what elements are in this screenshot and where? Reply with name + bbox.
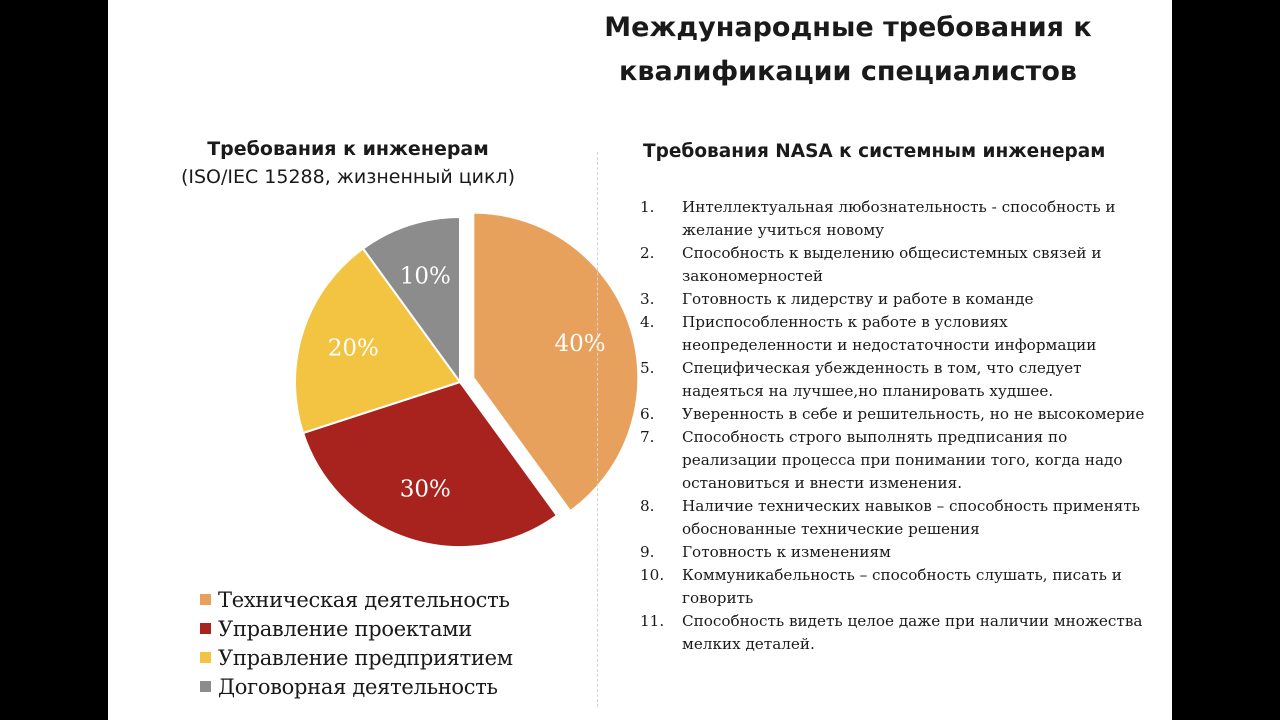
slide: Международные требования к квалификации … [108, 0, 1172, 720]
legend-item: Договорная деятельность [200, 672, 513, 701]
requirement-text: Способность к выделению общесистемных св… [682, 244, 1102, 285]
legend-label: Техническая деятельность [218, 587, 510, 612]
requirement-text: Готовность к изменениям [682, 543, 891, 561]
requirement-number: 5. [640, 359, 655, 377]
pie-slice [361, 215, 461, 386]
requirement-item: 1. Интеллектуальная любознательность - сп… [640, 196, 1150, 242]
requirement-number: 11. [640, 612, 665, 630]
requirement-item: 10. Коммуникабельность – способность слуш… [640, 564, 1150, 610]
requirement-number: 8. [640, 497, 655, 515]
legend-swatch [200, 594, 211, 605]
requirement-item: 4. Приспособленность к работе в условиях … [640, 311, 1150, 357]
chart-legend: Техническая деятельность Управление проек… [200, 585, 513, 701]
requirement-text: Приспособленность к работе в условиях не… [682, 313, 1097, 354]
requirement-item: 7. Способность строго выполнять предписан… [640, 426, 1150, 495]
requirement-item: 6. Уверенность в себе и решительность, но… [640, 403, 1150, 426]
requirement-number: 10. [640, 566, 665, 584]
legend-label: Управление проектами [218, 616, 472, 641]
requirement-item: 11. Способность видеть целое даже при нал… [640, 610, 1150, 656]
pie-slice [301, 380, 559, 548]
requirement-number: 2. [640, 244, 655, 262]
legend-swatch [200, 623, 211, 634]
legend-item: Управление проектами [200, 614, 513, 643]
requirement-text: Способность видеть целое даже при наличи… [682, 612, 1143, 653]
requirement-text: Коммуникабельность – способность слушать… [682, 566, 1122, 607]
requirement-number: 3. [640, 290, 655, 308]
legend-item: Техническая деятельность [200, 585, 513, 614]
pie-slice [294, 247, 462, 435]
requirement-text: Наличие технических навыков – способност… [682, 497, 1141, 538]
requirement-text: Готовность к лидерству и работе в команд… [682, 290, 1034, 308]
pie-slice-label: 30% [400, 477, 451, 503]
pie-slice-label: 10% [400, 263, 451, 289]
requirement-text: Уверенность в себе и решительность, но н… [682, 405, 1145, 423]
nasa-heading: Требования NASA к системным инженерам [643, 141, 1106, 162]
slide-title: Международные требования к квалификации … [604, 12, 1092, 87]
chart-subtitle: (ISO/IEC 15288, жизненный цикл) [180, 166, 516, 188]
requirement-item: 8. Наличие технических навыков – способно… [640, 495, 1150, 541]
legend-swatch [200, 681, 211, 692]
requirement-text: Способность строго выполнять предписания… [682, 428, 1123, 492]
requirement-number: 9. [640, 543, 655, 561]
requirement-number: 1. [640, 198, 655, 216]
legend-label: Договорная деятельность [218, 674, 498, 699]
chart-title: Требования к инженерам [207, 138, 489, 160]
requirement-item: 9. Готовность к изменениям [640, 541, 1150, 564]
nasa-requirements-list: 1. Интеллектуальная любознательность - сп… [640, 196, 1150, 656]
column-divider [597, 152, 598, 707]
legend-item: Управление предприятием [200, 643, 513, 672]
requirement-item: 5. Специфическая убежденность в том, что … [640, 357, 1150, 403]
requirement-item: 3. Готовность к лидерству и работе в кома… [640, 288, 1150, 311]
requirement-number: 4. [640, 313, 655, 331]
requirement-number: 7. [640, 428, 655, 446]
requirement-text: Специфическая убежденность в том, что сл… [682, 359, 1082, 400]
pie-slice-label: 20% [328, 335, 379, 361]
legend-swatch [200, 652, 211, 663]
legend-label: Управление предприятием [218, 645, 513, 670]
requirement-number: 6. [640, 405, 655, 423]
requirement-text: Интеллектуальная любознательность - спос… [682, 198, 1116, 239]
requirement-item: 2. Способность к выделению общесистемных … [640, 242, 1150, 288]
